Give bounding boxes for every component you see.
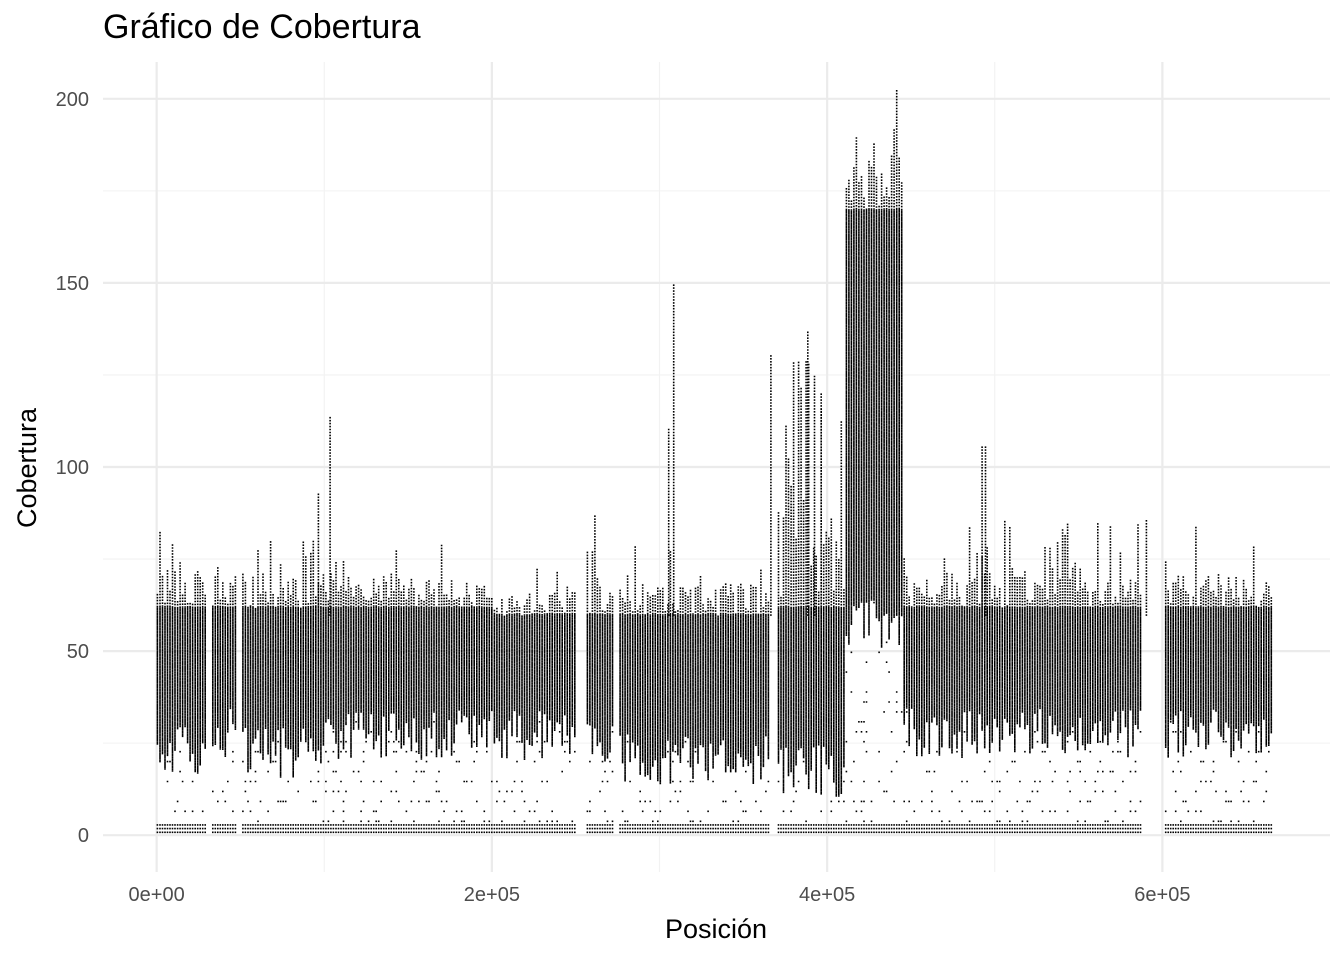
x-axis-title: Posición [665,914,767,944]
x-axis-ticks: 0e+00 2e+05 4e+05 6e+05 [129,884,1191,906]
y-tick-label: 150 [56,273,89,295]
y-tick-label: 200 [56,89,89,111]
y-tick-label: 50 [67,641,89,663]
x-tick-label: 6e+05 [1134,884,1190,906]
chart-title: Gráfico de Cobertura [103,8,421,46]
y-axis-ticks: 0 50 100 150 200 [56,89,89,847]
y-axis-title: Cobertura [12,407,42,528]
x-tick-label: 4e+05 [799,884,855,906]
x-tick-label: 0e+00 [129,884,185,906]
y-tick-label: 100 [56,457,89,479]
x-tick-label: 2e+05 [464,884,520,906]
y-tick-label: 0 [78,825,89,847]
grid [103,62,1330,872]
